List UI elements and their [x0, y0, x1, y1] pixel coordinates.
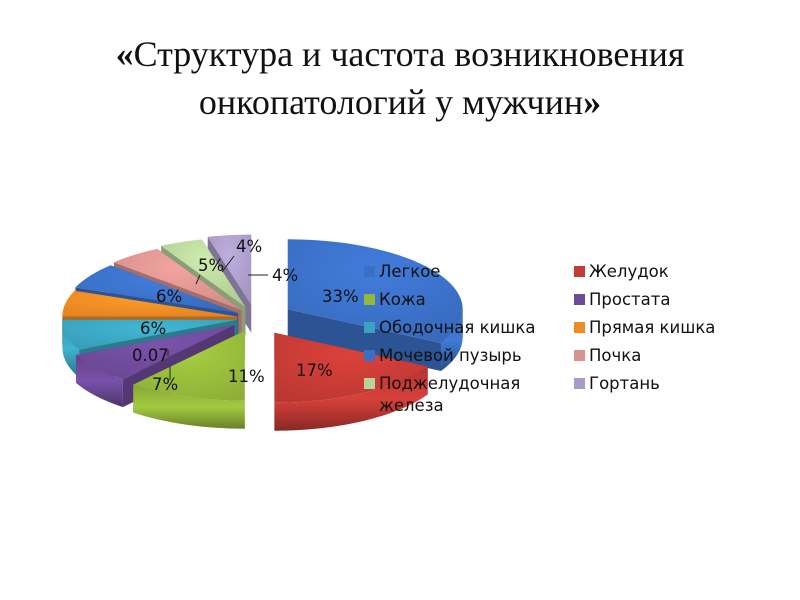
legend-label: Простата	[589, 290, 671, 309]
legend-swatch-icon	[574, 378, 585, 389]
legend-swatch-icon	[574, 322, 585, 333]
legend-label: Кожа	[379, 290, 426, 309]
data-label: 11%	[228, 367, 265, 386]
legend-label: Легкое	[379, 262, 441, 281]
legend-swatch-icon	[364, 350, 375, 361]
legend-item: Гортань	[574, 370, 774, 420]
legend-item: Мочевой пузырь	[364, 342, 574, 370]
pie-slice-2	[133, 330, 245, 429]
chart-legend: Легкое Желудок Кожа Простата Ободочная кишка…	[364, 258, 784, 420]
chart-title: «Структура и частота возникновения онкоп…	[0, 30, 800, 126]
title-line-2: онкопатологий у мужчин»	[198, 82, 602, 122]
data-label: 0.07	[132, 346, 169, 365]
legend-swatch-icon	[364, 294, 375, 305]
legend-swatch-icon	[574, 294, 585, 305]
legend-label: Поджелудочная железа	[379, 374, 521, 415]
title-line-1: «Структура и частота возникновения	[115, 34, 685, 74]
legend-swatch-icon	[574, 266, 585, 277]
data-label: 7%	[152, 375, 178, 394]
legend-item: Поджелудочная железа	[364, 370, 574, 420]
legend-item: Желудок	[574, 258, 774, 286]
legend-label: Желудок	[589, 262, 669, 281]
legend-item: Ободочная кишка	[364, 314, 574, 342]
legend-label: Гортань	[589, 374, 660, 393]
pie-slice-1	[274, 332, 428, 431]
data-label: 6%	[140, 319, 166, 338]
data-label: 4%	[272, 266, 298, 285]
legend-item: Почка	[574, 342, 774, 370]
legend-item: Легкое	[364, 258, 574, 286]
legend-item: Прямая кишка	[574, 314, 774, 342]
legend-item: Кожа	[364, 286, 574, 314]
legend-swatch-icon	[364, 378, 375, 389]
legend-label: Почка	[589, 346, 642, 365]
legend-swatch-icon	[364, 266, 375, 277]
legend-swatch-icon	[574, 350, 585, 361]
legend-swatch-icon	[364, 322, 375, 333]
leader-line	[195, 274, 201, 285]
data-label: 4%	[236, 237, 262, 256]
data-label: 6%	[156, 287, 182, 306]
data-label: 17%	[296, 361, 333, 380]
legend-label: Ободочная кишка	[379, 318, 536, 337]
data-label: 33%	[322, 287, 359, 306]
pie-slice-0	[287, 239, 463, 372]
legend-item: Простата	[574, 286, 774, 314]
legend-label: Мочевой пузырь	[379, 346, 522, 365]
data-label: 5%	[198, 256, 224, 275]
legend-label: Прямая кишка	[589, 318, 716, 337]
leader-line	[221, 255, 235, 273]
